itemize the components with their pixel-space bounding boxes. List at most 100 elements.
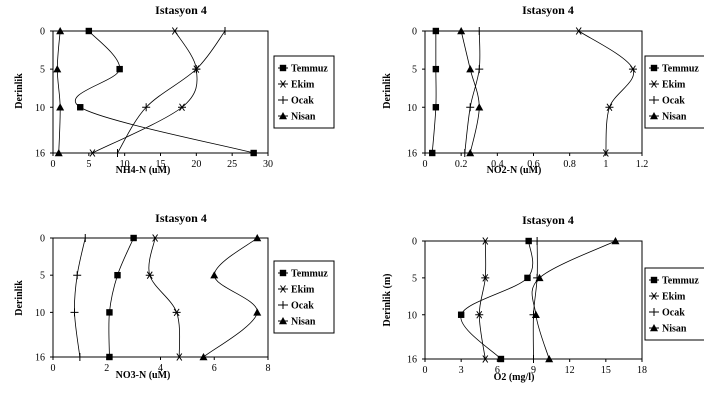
legend-marker-temmuz: [279, 269, 287, 277]
legend-marker-nisan: [279, 317, 287, 325]
chart-title: Istasyon 4: [522, 213, 574, 227]
data-point-ocak: [113, 149, 122, 157]
data-point-ocak: [221, 27, 229, 35]
series-line-ekim: [148, 237, 181, 358]
legend-label: Nisan: [662, 112, 687, 123]
x-tick-label: 12: [565, 365, 575, 376]
series-line-nisan: [56, 30, 61, 154]
legend-label: Temmuz: [291, 269, 328, 280]
x-tick-label: 18: [637, 365, 647, 376]
x-tick-label: 9: [531, 365, 536, 376]
data-point-ocak: [460, 149, 469, 157]
x-tick-label: 1.2: [636, 159, 649, 170]
legend-label: Temmuz: [662, 276, 699, 287]
x-tick-label: 3: [459, 365, 464, 376]
x-tick-label: 0.6: [527, 159, 540, 170]
x-tick-label: 6: [212, 363, 217, 374]
x-tick-label: 8: [266, 363, 271, 374]
data-point-ekim: [151, 234, 160, 242]
y-tick-label: 10: [407, 103, 417, 114]
data-point-ekim: [88, 149, 97, 157]
data-point-nisan: [611, 237, 620, 245]
legend-label: Temmuz: [291, 64, 328, 75]
x-tick-label: 25: [227, 159, 237, 170]
x-tick-label: 0.8: [563, 159, 576, 170]
data-point-temmuz: [114, 271, 121, 279]
data-point-ekim: [481, 355, 490, 363]
y-tick-label: 10: [35, 308, 45, 319]
data-point-ocak: [81, 234, 90, 242]
y-axis-label: Derinlik: [14, 73, 25, 109]
legend-marker-ekim: [650, 292, 658, 300]
data-point-nisan: [535, 273, 544, 282]
x-axis-label: NO2-N (uM): [487, 165, 542, 176]
series-line-temmuz: [431, 31, 437, 154]
legend-label: Nisan: [291, 317, 316, 328]
legend-marker-temmuz: [650, 64, 658, 72]
y-tick-label: 16: [35, 149, 45, 160]
data-point-ocak: [192, 65, 201, 74]
data-point-ekim: [175, 353, 184, 361]
data-point-nisan: [475, 103, 484, 111]
chart-title: Istasyon 4: [522, 3, 574, 17]
data-point-temmuz: [524, 274, 531, 282]
series-line-ekim: [578, 30, 635, 154]
series-line-ocak: [74, 237, 86, 358]
data-point-ekim: [172, 308, 181, 317]
data-point-ocak: [142, 103, 151, 112]
data-point-nisan: [56, 27, 65, 35]
data-point-temmuz: [429, 149, 436, 157]
data-point-temmuz: [106, 353, 113, 361]
legend-marker-nisan: [279, 112, 287, 120]
series-line-nisan: [203, 237, 258, 358]
legend-label: Ocak: [662, 308, 685, 319]
data-point-temmuz: [432, 104, 440, 111]
data-point-ekim: [481, 237, 490, 245]
data-point-temmuz: [116, 65, 123, 73]
x-tick-label: 20: [191, 159, 201, 170]
series-line-nisan: [460, 30, 480, 154]
x-tick-label: 4: [158, 363, 163, 374]
legend: Temmuz Ekim Ocak Nisan: [273, 260, 335, 334]
series-line-temmuz: [74, 30, 254, 154]
legend-marker-ocak: [650, 308, 658, 316]
data-point-ocak: [529, 355, 538, 363]
data-point-nisan: [545, 355, 554, 363]
data-point-temmuz: [85, 27, 93, 35]
legend-marker-ekim: [650, 80, 658, 88]
y-tick-label: 10: [407, 310, 417, 321]
data-point-temmuz: [497, 355, 505, 363]
data-point-ekim: [145, 271, 154, 279]
y-tick-label: 16: [35, 353, 45, 364]
data-point-nisan: [466, 149, 475, 157]
chart-panel-3: Istasyon 4 0 2 4 6 8 0 5 10 16 NO3-N (uM) Derinlik T…: [14, 211, 335, 381]
y-tick-label: 0: [40, 234, 45, 245]
x-tick-label: 0: [51, 363, 56, 374]
x-tick-label: 2: [104, 363, 109, 374]
chart-title: Istasyon 4: [155, 3, 207, 17]
series-line-temmuz: [108, 237, 134, 358]
legend-marker-ekim: [279, 285, 287, 293]
legend-label: Ekim: [662, 292, 686, 303]
chart-panel-2: Istasyon 4 0 0.2 0.4 0.6 0.8 1 1.2 0 5 10 16 NO2-N (…: [382, 3, 704, 176]
y-axis-label: Derinlik: [382, 73, 393, 109]
y-tick-label: 16: [407, 355, 417, 366]
legend: Temmuz Ekim Ocak Nisan: [644, 55, 704, 129]
x-tick-label: 15: [601, 365, 611, 376]
series-line-ocak: [464, 30, 481, 154]
y-tick-label: 0: [412, 27, 417, 38]
x-tick-label: 1: [603, 159, 608, 170]
series-line-ekim: [478, 240, 487, 360]
data-point-temmuz: [525, 237, 532, 245]
data-point-nisan: [253, 234, 262, 242]
y-tick-label: 5: [412, 273, 417, 284]
legend-marker-ocak: [279, 96, 287, 104]
x-tick-label: 0: [423, 365, 428, 376]
legend-marker-nisan: [650, 324, 658, 332]
y-tick-label: 5: [40, 271, 45, 282]
legend-label: Ocak: [291, 301, 314, 312]
legend-label: Temmuz: [662, 64, 699, 75]
data-point-temmuz: [130, 234, 137, 242]
x-tick-label: 0: [423, 159, 428, 170]
plot-area: [52, 30, 269, 154]
